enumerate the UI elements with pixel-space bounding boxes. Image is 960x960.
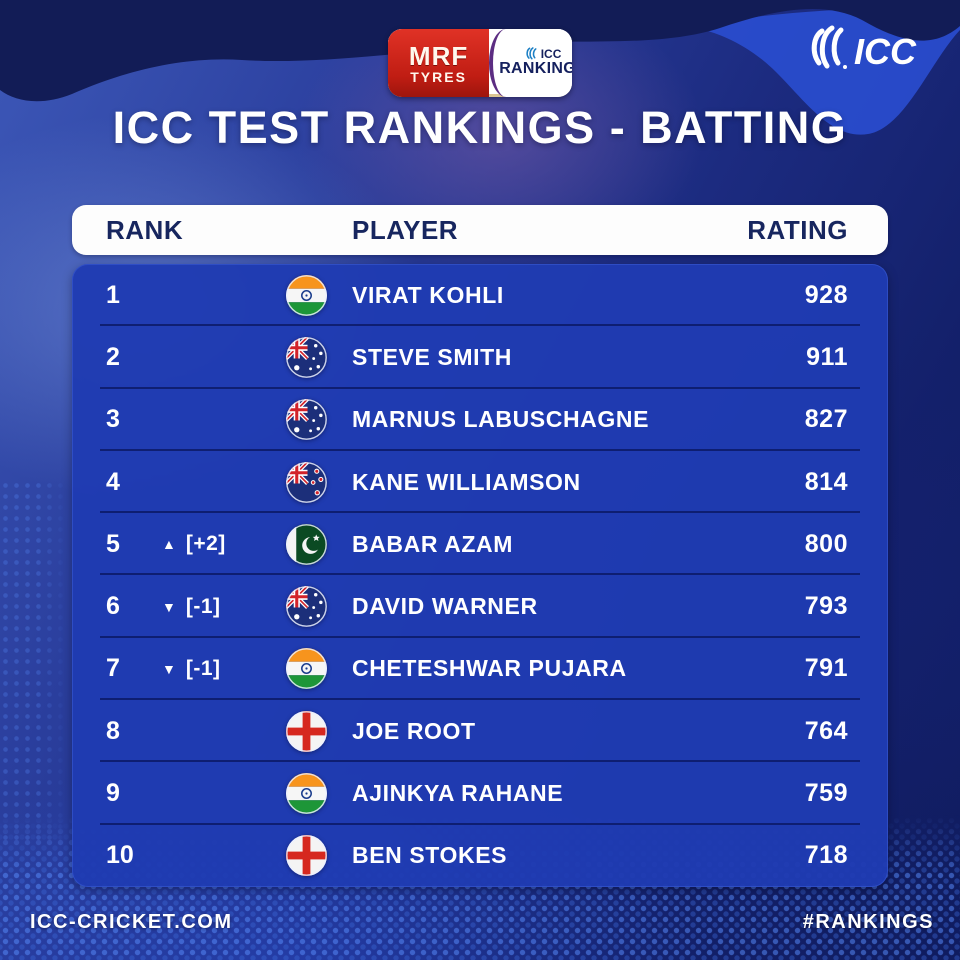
flag-icon-new-zealand: [285, 461, 327, 503]
table-row: 10 BEN STOKES 718: [72, 825, 888, 887]
movement-arrow-down-icon: ▼: [162, 660, 176, 677]
movement-arrow-down-icon: ▼: [162, 598, 176, 615]
flag-icon-australia: [285, 399, 327, 441]
rating-value: 911: [806, 342, 848, 371]
icc-logo: ICC: [811, 25, 917, 72]
flag-icon-india: [285, 274, 327, 316]
rating-value: 793: [804, 592, 848, 621]
rating-value: 759: [804, 779, 848, 808]
table-row: 2 STEVE SMITH 911: [72, 326, 888, 389]
rank-value: 3: [106, 405, 120, 434]
player-name: STEVE SMITH: [352, 343, 512, 370]
table-row: 9 AJINKYA RAHANE 759: [72, 762, 888, 825]
icc-ball-icon: [526, 47, 537, 60]
rating-value: 928: [804, 280, 848, 309]
table-header: RANK PLAYER RATING: [72, 205, 888, 255]
mrf-logo-text: MRF: [408, 40, 469, 71]
table-row: 4 KANE WILLIAMSON 814: [72, 451, 888, 514]
rank-value: 8: [106, 716, 120, 745]
movement-indicator: ▼ [-1]: [162, 595, 274, 619]
icc-logo-text: ICC: [854, 31, 917, 72]
flag-icon-india: [285, 648, 327, 690]
player-name: DAVID WARNER: [352, 593, 538, 620]
rankings-table: RANK PLAYER RATING 1 VIRAT KOHLI 928 2: [72, 205, 888, 887]
page-title: ICC TEST RANKINGS - BATTING: [112, 102, 848, 153]
rank-value: 5: [106, 529, 120, 558]
rating-value: 764: [804, 716, 848, 745]
rank-value: 4: [106, 467, 120, 496]
footer-website: ICC-CRICKET.COM: [30, 911, 233, 933]
player-name: BABAR AZAM: [352, 530, 514, 557]
header-rank: RANK: [106, 214, 184, 245]
movement-arrow-up-icon: ▲: [162, 536, 176, 553]
rank-value: 7: [106, 654, 120, 683]
movement-indicator: ▼ [-1]: [162, 657, 274, 681]
mrf-tyres-text: TYRES: [410, 68, 467, 85]
table-row: 8 JOE ROOT 764: [72, 700, 888, 763]
player-name: BEN STOKES: [352, 842, 508, 869]
rating-value: 800: [804, 529, 848, 558]
flag-icon-pakistan: [285, 523, 327, 565]
table-body: 1 VIRAT KOHLI 928 2: [72, 264, 888, 887]
player-name: AJINKYA RAHANE: [352, 780, 564, 807]
movement-delta: [-1]: [185, 656, 221, 680]
movement-delta: [-1]: [185, 594, 221, 618]
rank-value: 10: [106, 841, 134, 870]
flag-icon-australia: [285, 336, 327, 378]
player-name: MARNUS LABUSCHAGNE: [352, 406, 650, 433]
player-name: VIRAT KOHLI: [352, 281, 504, 308]
movement-indicator: ▲ [+2]: [162, 532, 274, 556]
footer-hashtag: #RANKINGS: [802, 911, 934, 933]
rating-value: 814: [804, 467, 848, 496]
table-row: 3 MARNUS LABUSCHAGNE 827: [72, 389, 888, 452]
icc-rankings-badge-panel: ICC RANKINGS: [489, 29, 572, 97]
halftone-dots-left-decoration: [0, 480, 68, 840]
flag-icon-india: [285, 773, 327, 815]
header-player: PLAYER: [352, 214, 459, 245]
table-row: 1 VIRAT KOHLI 928: [72, 264, 888, 327]
player-name: KANE WILLIAMSON: [352, 468, 581, 495]
flag-icon-england: [285, 710, 327, 752]
table-row: 6 ▼ [-1] DAVID WARNER 793: [72, 575, 888, 639]
mrf-icc-rankings-badge: MRF TYRES ICC RANKINGS: [388, 29, 572, 97]
rating-value: 718: [804, 841, 848, 870]
rank-value: 1: [106, 280, 120, 309]
flag-icon-england: [285, 835, 327, 877]
badge-rankings-text: RANKINGS: [499, 60, 572, 78]
badge-icc-text: ICC: [540, 46, 562, 61]
mrf-tyres-logo: MRF TYRES: [388, 29, 490, 97]
rank-value: 6: [106, 592, 120, 621]
movement-delta: [+2]: [185, 532, 226, 556]
player-name: JOE ROOT: [352, 717, 476, 744]
flag-icon-australia: [285, 586, 327, 628]
table-row: 5 ▲ [+2] BABAR AZAM 800: [72, 513, 888, 576]
player-name: CHETESHWAR PUJARA: [352, 655, 627, 682]
table-row: 7 ▼ [-1] CHETESHWAR PUJARA 791: [72, 638, 888, 701]
rating-value: 791: [804, 654, 848, 683]
rating-value: 827: [804, 405, 848, 434]
rank-value: 9: [106, 779, 120, 808]
rank-value: 2: [106, 342, 120, 371]
header-rating: RATING: [747, 214, 848, 245]
